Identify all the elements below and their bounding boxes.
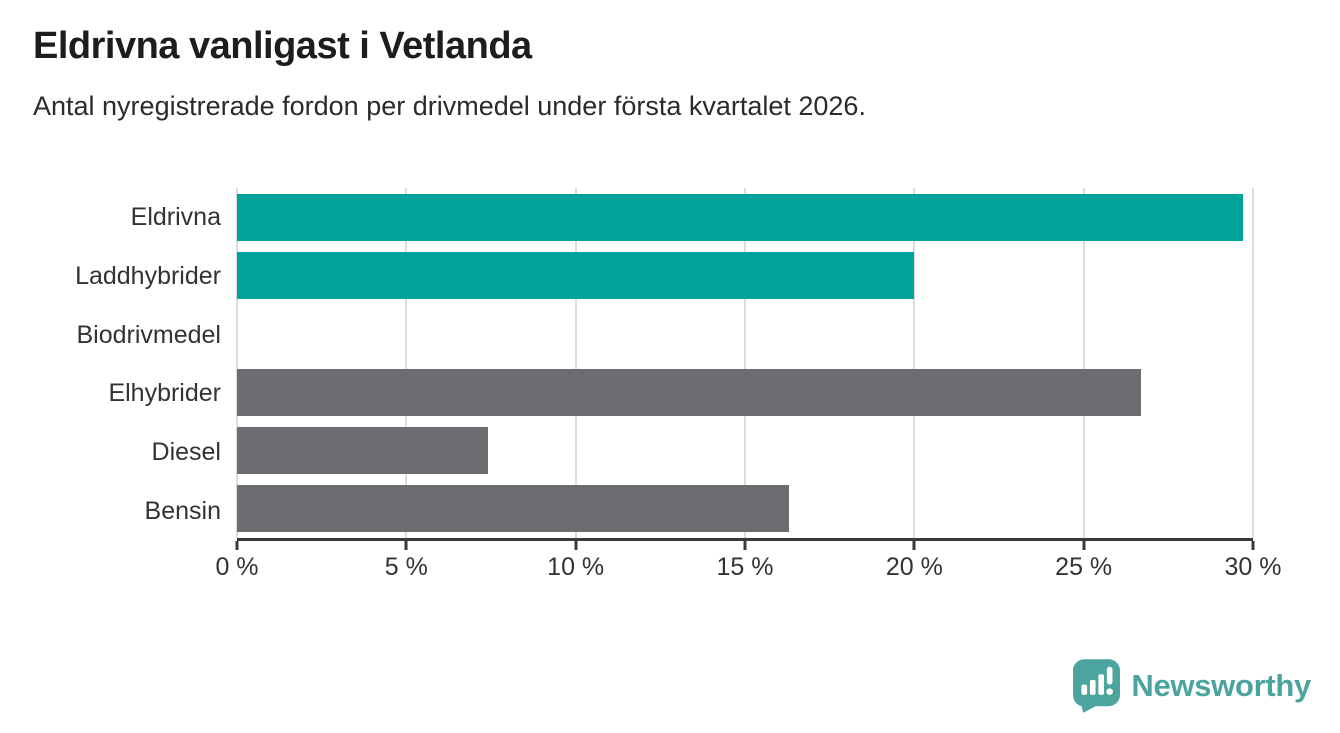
category-label: Eldrivna: [130, 202, 221, 231]
x-tick-label: 15 %: [716, 553, 774, 581]
category-label: Elhybrider: [108, 379, 221, 408]
axis-tick: [235, 541, 239, 550]
category-label: Diesel: [151, 438, 221, 467]
gridline: [574, 188, 577, 538]
bars: [237, 188, 1253, 538]
x-tick-label: 20 %: [885, 553, 943, 581]
axis-tick: [743, 541, 747, 550]
x-tick-label: 5 %: [384, 553, 428, 581]
chart-subtitle: Antal nyregistrerade fordon per drivmede…: [33, 90, 866, 121]
newsworthy-logo: Newsworthy: [1073, 659, 1311, 713]
category-label: Laddhybrider: [75, 261, 221, 290]
bar: [237, 368, 1142, 416]
axis-tick: [1082, 541, 1086, 550]
bar-chart-speech-bubble-icon: [1073, 659, 1121, 713]
plot-area: [236, 188, 1254, 541]
category-label: Biodrivmedel: [76, 320, 221, 349]
bar: [237, 485, 790, 533]
bar-row: [237, 188, 1253, 246]
gridline: [744, 188, 746, 538]
category-label: Bensin: [144, 497, 221, 526]
x-tick-label: 25 %: [1055, 553, 1113, 581]
bar: [237, 251, 915, 299]
x-tick-label: 10 %: [547, 553, 605, 581]
gridline: [1252, 188, 1254, 538]
gridline: [1082, 188, 1085, 538]
gridline: [913, 188, 916, 538]
chart-title: Eldrivna vanligast i Vetlanda: [33, 25, 532, 67]
bar: [237, 193, 1243, 241]
bar: [237, 426, 488, 474]
gridline: [405, 188, 408, 538]
bar-chart: Eldrivna Laddhybrider Biodrivmedel Elhybrid…: [0, 188, 1340, 583]
bar-row: [237, 246, 1253, 304]
bar-row: [237, 363, 1253, 421]
x-axis-tick-labels: 0 % 5 % 10 % 15 % 20 % 25 % 30 %: [215, 551, 1281, 583]
gridline: [236, 188, 238, 538]
x-axis-ticks: [235, 541, 1255, 551]
newsworthy-logo-text: Newsworthy: [1131, 668, 1311, 703]
bar-row: [237, 480, 1253, 538]
bar-row: [237, 421, 1253, 479]
x-tick-label: 0 %: [215, 553, 259, 581]
x-tick-label: 30 %: [1224, 553, 1282, 581]
chart-header: Eldrivna vanligast i Vetlanda Antal nyre…: [0, 0, 1340, 123]
axis-tick: [404, 541, 408, 550]
bar-row: [237, 305, 1253, 363]
axis-tick: [1251, 541, 1255, 550]
axis-tick: [912, 541, 916, 550]
category-labels: Eldrivna Laddhybrider Biodrivmedel Elhybrid…: [0, 188, 237, 541]
axis-tick: [574, 541, 578, 550]
